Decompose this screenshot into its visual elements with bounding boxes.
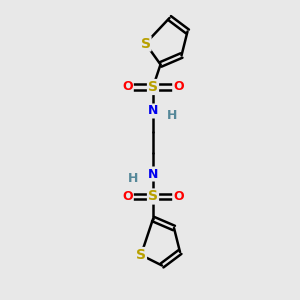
Text: S: S bbox=[148, 80, 158, 94]
Text: S: S bbox=[136, 248, 146, 262]
Text: N: N bbox=[148, 104, 158, 118]
Text: S: S bbox=[140, 37, 151, 50]
Text: H: H bbox=[167, 109, 178, 122]
Text: O: O bbox=[122, 190, 133, 203]
Text: O: O bbox=[173, 80, 184, 94]
Text: O: O bbox=[122, 80, 133, 94]
Text: H: H bbox=[128, 172, 139, 185]
Text: N: N bbox=[148, 167, 158, 181]
Text: S: S bbox=[148, 190, 158, 203]
Text: O: O bbox=[173, 190, 184, 203]
